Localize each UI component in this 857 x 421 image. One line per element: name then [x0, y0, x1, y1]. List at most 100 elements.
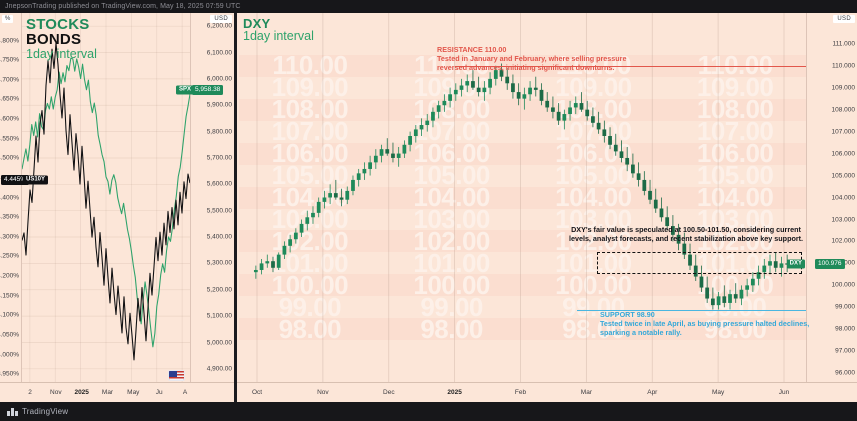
left-axis-tick: 4.050%	[0, 331, 19, 339]
left-time-tick: May	[127, 389, 140, 396]
dxy-time-axis[interactable]: Oct Nov Dec 2025 Feb Mar Apr May Jun	[237, 382, 857, 402]
left-price-axis-percent[interactable]: % 4.800% 4.750% 4.700% 4.650% 4.600% 4.550% 4.…	[0, 13, 30, 382]
left-axis-tick: 4.250%	[0, 252, 19, 260]
left-price-axis-usd[interactable]: USD 6,200.00 6,100.00 6,000.00 5,900.00 5,80…	[190, 13, 234, 382]
dxy-time-tick: Jun	[778, 389, 790, 396]
left-time-tick: Ju	[155, 389, 163, 396]
dxy-axis-tick: 97.000	[835, 347, 855, 355]
dxy-axis-tick: 107.000	[831, 128, 856, 136]
dxy-axis-tick: 106.000	[831, 150, 856, 158]
title-dxy: DXY	[243, 16, 271, 31]
dxy-time-tick: Dec	[383, 389, 395, 396]
dxy-time-tick: 2025	[447, 389, 462, 396]
left-time-tick: A	[182, 389, 188, 396]
left-axis-usd-tick: 5,400.00	[206, 233, 232, 241]
attribution-bar: JnepsonTrading published on TradingView.…	[0, 0, 857, 13]
dxy-axis-tick: 108.000	[831, 106, 856, 114]
brand-bar: TradingView	[0, 402, 857, 421]
brand-name: TradingView	[22, 407, 69, 416]
dxy-axis-tick: 96.000	[835, 369, 855, 377]
panel-dxy[interactable]: 110.00 110.00 110.00 110.00 109.00 109.00 109.…	[237, 13, 857, 402]
dxy-watermark-band	[239, 186, 806, 209]
panel-stocks-bonds[interactable]: STOCKS BONDS 1day interval % 4.800% 4.750…	[0, 13, 237, 402]
dxy-axis-tick: 103.000	[831, 216, 856, 223]
dxy-price-axis[interactable]: USD 111.000 110.000 109.000 108.000 107.000 1…	[806, 13, 857, 382]
left-axis-tick: 4.350%	[0, 213, 19, 221]
us-flag-icon	[168, 370, 185, 381]
annotation-resistance: RESISTANCE 110.00 Tested in January and …	[437, 45, 652, 73]
left-axis-tick: 4.500%	[0, 154, 19, 162]
left-axis-usd-tick: 5,300.00	[206, 259, 232, 267]
dxy-time-tick: Feb	[514, 389, 527, 396]
dxy-axis-tick: 104.000	[831, 194, 856, 201]
left-axis-usd-tick: 5,100.00	[206, 312, 232, 320]
dxy-watermark-band	[239, 230, 806, 253]
chart-panels: STOCKS BONDS 1day interval % 4.800% 4.750…	[0, 13, 857, 402]
left-plot-area[interactable]	[21, 13, 191, 382]
left-interval-label: 1day interval	[26, 46, 97, 61]
left-axis-usd-tick: 5,700.00	[206, 154, 232, 162]
title-stocks: STOCKS	[26, 16, 90, 33]
left-axis-tick: 4.200%	[0, 272, 19, 280]
left-axis-tick: 4.600%	[0, 115, 19, 123]
left-axis-tick: 4.550%	[0, 135, 19, 143]
left-panel-title-group: STOCKS BONDS 1day interval	[26, 17, 97, 60]
left-axis-usd-tick: 5,200.00	[206, 286, 232, 294]
left-axis-usd-tick: 6,200.00	[206, 22, 232, 30]
annotation-support-title: SUPPORT 98.90	[600, 310, 655, 319]
left-axis-tick: 4.800%	[0, 37, 19, 44]
dxy-axis-tick: 105.000	[831, 172, 856, 179]
left-time-tick: 2025	[74, 389, 89, 396]
us10y-price-tag[interactable]: 4.445%	[1, 174, 30, 185]
dxy-axis-tick: 99.000	[835, 303, 855, 311]
dxy-axis-tick: 110.000	[831, 62, 855, 70]
left-axis-usd-tick: 4,900.00	[206, 365, 232, 373]
left-axis-tick: 4.750%	[0, 56, 19, 64]
annotation-fair-value: DXY's fair value is speculated at 100.50…	[567, 225, 805, 243]
left-axis-tick: 4.300%	[0, 233, 19, 241]
left-axis-usd-tick: 6,000.00	[206, 75, 232, 83]
annotation-resistance-title: RESISTANCE 110.00	[437, 45, 507, 54]
left-axis-usd-unit: USD	[210, 15, 232, 23]
annotation-fair-value-body: DXY's fair value is speculated at 100.50…	[568, 225, 804, 244]
left-series-svg	[21, 13, 191, 382]
dxy-axis-tick: 100.000	[831, 281, 856, 289]
left-axis-tick: 4.650%	[0, 95, 19, 103]
left-axis-tick: 3.950%	[0, 370, 19, 378]
dxy-watermark-band	[239, 98, 806, 121]
spx-price-tag[interactable]: 5,958.38	[192, 84, 224, 95]
fair-value-zone-box	[597, 252, 802, 275]
dxy-watermark-band	[239, 318, 806, 341]
left-axis-tick: 4.100%	[0, 311, 19, 319]
left-axis-usd-tick: 5,000.00	[206, 339, 232, 346]
left-time-axis[interactable]: 2 Nov 2025 Mar May Ju A	[0, 382, 234, 402]
left-axis-usd-tick: 5,500.00	[206, 207, 232, 215]
left-axis-usd-tick: 6,100.00	[206, 49, 232, 56]
dxy-price-tag[interactable]: 100.976	[815, 258, 845, 269]
left-axis-usd-tick: 5,800.00	[206, 128, 232, 136]
dxy-watermark-band	[239, 142, 806, 165]
dxy-title-group: DXY 1day interval	[243, 17, 314, 43]
tradingview-logo-icon	[7, 407, 18, 416]
dxy-symbol-badge[interactable]: DXY	[786, 259, 805, 269]
left-axis-usd-tick: 5,600.00	[206, 180, 232, 188]
dxy-axis-unit: USD	[833, 15, 855, 23]
support-level-line	[577, 309, 806, 311]
left-time-tick: Mar	[101, 389, 114, 396]
dxy-axis-tick: 111.000	[832, 40, 855, 48]
dxy-time-tick: Oct	[251, 389, 263, 396]
left-axis-tick: 4.700%	[0, 76, 19, 84]
dxy-watermark-band	[239, 274, 806, 297]
spx-symbol-badge[interactable]: SPX	[176, 85, 195, 95]
left-axis-unit: %	[2, 15, 14, 23]
dxy-axis-tick: 102.000	[831, 237, 856, 245]
dxy-candles-svg	[253, 13, 790, 382]
dxy-axis-tick: 98.000	[835, 325, 855, 333]
dxy-time-tick: May	[711, 389, 725, 396]
left-time-tick: 2	[28, 389, 32, 396]
left-time-tick: Nov	[50, 389, 62, 396]
us10y-symbol-badge[interactable]: US10Y	[23, 175, 49, 185]
left-axis-tick: 4.400%	[0, 194, 19, 201]
dxy-interval-label: 1day interval	[243, 29, 314, 44]
